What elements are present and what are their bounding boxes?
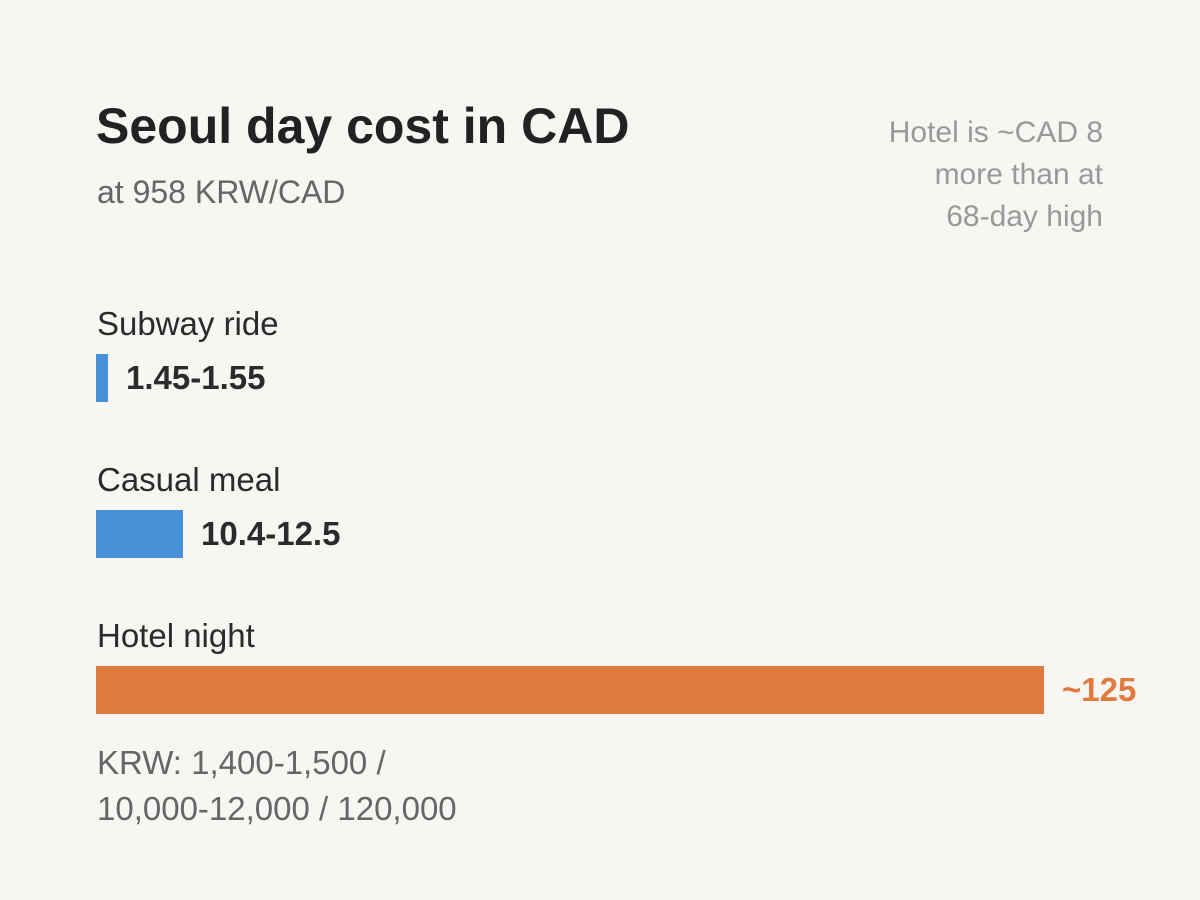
annotation-line: 68-day high — [946, 200, 1103, 233]
krw-footnote: KRW: 1,400-1,500 / 10,000-12,000 / 120,0… — [97, 740, 457, 832]
chart-subtitle: at 958 KRW/CAD — [97, 174, 346, 210]
hotel-annotation: Hotel is ~CAD 8 more than at 68-day high — [783, 112, 1103, 238]
chart-title: Seoul day cost in CAD — [96, 98, 630, 154]
value-label: ~125 — [1062, 671, 1137, 708]
annotation-line: Hotel is ~CAD 8 — [888, 116, 1103, 149]
footnote-line: 10,000-12,000 / 120,000 — [97, 790, 457, 827]
bar-subway-ride — [96, 354, 108, 402]
bar-hotel-night — [96, 666, 1044, 714]
category-label: Hotel night — [97, 617, 255, 654]
value-label: 10.4-12.5 — [201, 515, 341, 552]
category-label: Subway ride — [97, 305, 279, 342]
category-label: Casual meal — [97, 461, 281, 498]
annotation-line: more than at — [934, 158, 1103, 191]
value-label: 1.45-1.55 — [126, 359, 266, 396]
bar-casual-meal — [96, 510, 183, 558]
footnote-line: KRW: 1,400-1,500 / — [97, 744, 386, 781]
